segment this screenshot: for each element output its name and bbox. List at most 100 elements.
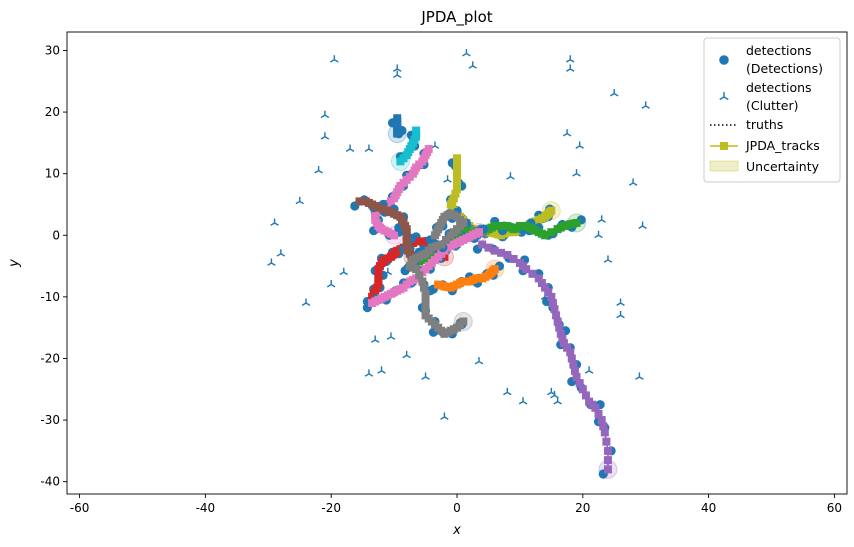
clutter-point	[503, 387, 512, 396]
clutter-point	[267, 258, 276, 266]
y-tick-label: -10	[40, 290, 60, 304]
track-marker	[602, 437, 611, 446]
clutter-point	[270, 218, 279, 226]
track-marker	[570, 366, 579, 375]
track-marker	[412, 265, 421, 274]
x-axis-ticks: -60 -40 -20 0 20 40 60	[70, 494, 842, 515]
clutter-point	[610, 89, 619, 97]
x-tick-label: -20	[321, 501, 341, 515]
clutter-point	[506, 172, 515, 180]
track	[387, 114, 407, 144]
track	[390, 126, 421, 171]
y-tick-label: 0	[52, 228, 60, 242]
x-tick-label: -40	[196, 501, 216, 515]
clutter-point	[301, 298, 311, 306]
x-tick-label: 60	[827, 501, 842, 515]
track-marker	[453, 180, 461, 189]
track-marker	[453, 185, 461, 194]
legend: detections (Detections) detections (Clut…	[703, 37, 841, 183]
y-axis-label: y	[7, 259, 22, 268]
track-marker	[437, 240, 446, 249]
clutter-point	[635, 372, 644, 380]
track-marker	[415, 271, 424, 280]
track-marker	[374, 269, 383, 278]
clutter-point	[597, 215, 606, 223]
track-marker	[550, 305, 559, 314]
clutter-point	[345, 144, 355, 152]
track-marker	[581, 391, 590, 400]
track-marker	[599, 422, 608, 431]
track-marker	[393, 129, 402, 138]
clutter-point	[377, 366, 386, 374]
track-marker	[563, 343, 572, 352]
track-marker	[374, 203, 383, 212]
track-marker	[534, 274, 543, 283]
legend-label-detections-line1: detections	[746, 43, 812, 58]
track-marker	[556, 329, 565, 338]
clutter-point	[339, 267, 349, 276]
chart-title: JPDA_plot	[420, 8, 492, 27]
track-marker	[453, 154, 461, 163]
track-marker	[572, 372, 581, 381]
clutter-point	[584, 366, 594, 374]
clutter-point	[295, 196, 304, 205]
clutter-point	[402, 350, 411, 359]
track-marker	[451, 189, 460, 198]
y-tick-label: 30	[45, 43, 60, 57]
track-marker	[566, 348, 575, 357]
track-marker	[547, 228, 556, 237]
track-marker	[553, 317, 562, 326]
clutter-point	[638, 221, 647, 229]
track-marker	[537, 279, 546, 288]
track-marker	[446, 231, 455, 240]
clutter-point	[518, 397, 528, 405]
track-marker	[547, 292, 556, 301]
track	[369, 145, 433, 245]
clutter-point	[462, 49, 471, 57]
clutter-point	[562, 129, 572, 137]
track-marker	[555, 323, 564, 332]
x-axis-label: x	[452, 523, 461, 538]
clutter-point	[364, 369, 374, 377]
track-marker	[603, 456, 612, 465]
clutter-point	[392, 70, 402, 79]
clutter-point	[628, 178, 638, 186]
track	[472, 240, 618, 479]
x-tick-label: 20	[575, 501, 590, 515]
x-tick-label: -60	[70, 501, 90, 515]
track-marker	[374, 274, 383, 283]
track-marker	[567, 354, 576, 363]
track-marker	[591, 403, 600, 412]
track-marker	[379, 205, 388, 214]
legend-label-tracks: JPDA_tracks	[745, 138, 820, 153]
clutter-point	[386, 332, 396, 340]
track	[350, 195, 423, 267]
track-marker	[490, 246, 499, 255]
clutter-point	[314, 166, 323, 174]
track-marker	[396, 157, 405, 166]
track-marker	[453, 163, 461, 172]
track-marker	[441, 235, 450, 244]
track-marker	[569, 360, 578, 369]
track-marker	[541, 283, 550, 292]
y-tick-label: -30	[40, 413, 60, 427]
track	[362, 222, 489, 313]
clutter-point	[603, 255, 613, 263]
y-axis-ticks: -40 -30 -20 -10 0 10 20 30	[40, 43, 67, 489]
track-marker	[528, 269, 537, 278]
clutter-point	[330, 55, 339, 63]
clutter-point	[572, 169, 581, 177]
clutter-point	[392, 64, 402, 72]
track-marker	[600, 428, 609, 437]
track-marker	[522, 265, 531, 274]
legend-marker-uncertainty	[709, 160, 739, 172]
track-marker	[541, 231, 550, 240]
clutter-point	[553, 397, 562, 405]
track-marker	[459, 317, 468, 326]
track-marker	[421, 289, 430, 298]
y-tick-label: -40	[40, 475, 60, 489]
track-marker	[418, 277, 427, 286]
track-marker	[421, 302, 430, 311]
legend-label-truths: truths	[746, 117, 783, 132]
